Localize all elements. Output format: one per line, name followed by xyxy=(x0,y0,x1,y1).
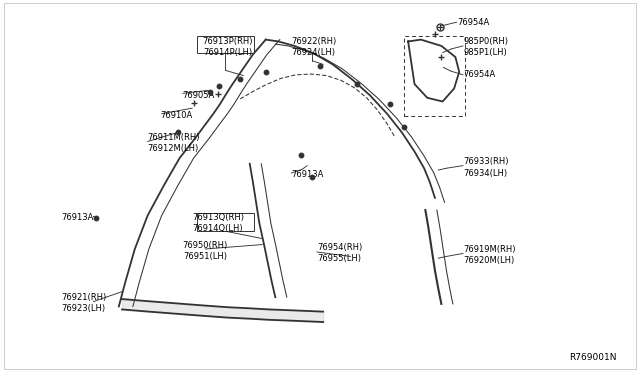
Text: 76950(RH)
76951(LH): 76950(RH) 76951(LH) xyxy=(182,241,228,261)
Text: 76911M(RH)
76912M(LH): 76911M(RH) 76912M(LH) xyxy=(148,133,200,153)
Text: 76913A: 76913A xyxy=(291,170,324,179)
Text: 76913A: 76913A xyxy=(61,213,93,222)
Text: 76919M(RH)
76920M(LH): 76919M(RH) 76920M(LH) xyxy=(464,244,516,264)
Text: 76913Q(RH)
76914Q(LH): 76913Q(RH) 76914Q(LH) xyxy=(192,213,244,233)
Text: 76905A: 76905A xyxy=(182,91,215,100)
Text: 76954A: 76954A xyxy=(458,19,490,28)
Text: 76933(RH)
76934(LH): 76933(RH) 76934(LH) xyxy=(464,157,509,177)
Text: 985P0(RH)
985P1(LH): 985P0(RH) 985P1(LH) xyxy=(464,37,509,57)
Bar xyxy=(197,214,253,231)
Text: 76954A: 76954A xyxy=(464,70,496,79)
Bar xyxy=(404,36,465,116)
Text: 76910A: 76910A xyxy=(161,111,193,120)
Text: 76913P(RH)
76914P(LH): 76913P(RH) 76914P(LH) xyxy=(202,37,253,57)
Text: 76922(RH)
76924(LH): 76922(RH) 76924(LH) xyxy=(291,37,336,57)
Bar xyxy=(197,36,253,53)
Text: 76921(RH)
76923(LH): 76921(RH) 76923(LH) xyxy=(61,293,107,313)
Text: 76954(RH)
76955(LH): 76954(RH) 76955(LH) xyxy=(317,243,362,263)
Text: R769001N: R769001N xyxy=(570,353,617,362)
